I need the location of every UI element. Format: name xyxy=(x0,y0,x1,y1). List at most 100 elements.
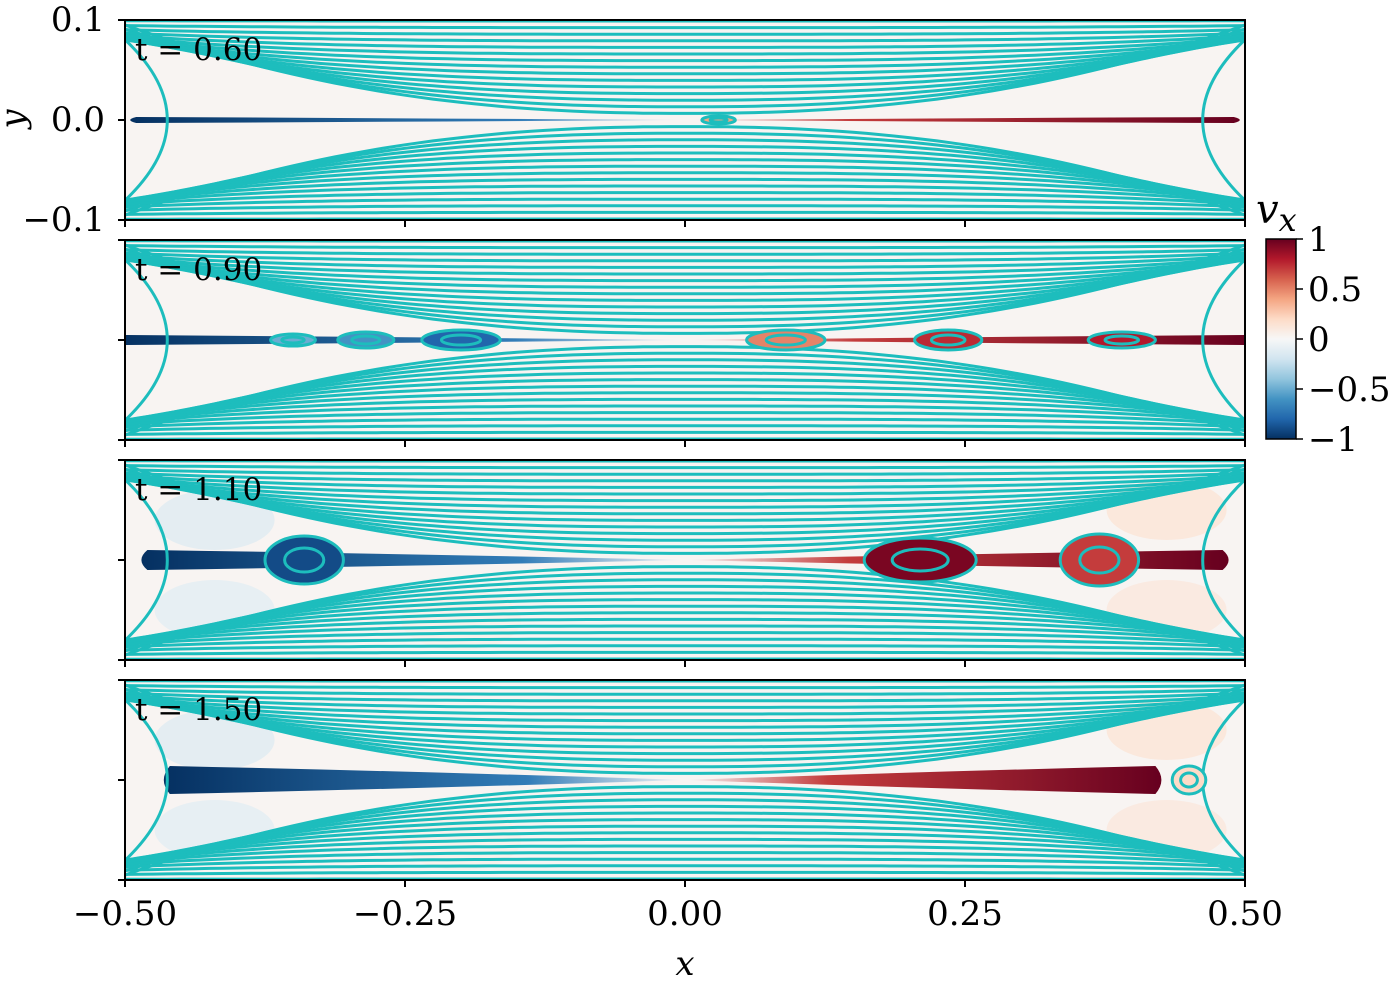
field-line xyxy=(125,464,1245,470)
field-line xyxy=(125,688,1245,696)
panel-time-label: t = 0.60 xyxy=(135,32,262,68)
field-line xyxy=(125,837,1245,863)
field-line xyxy=(125,210,1245,216)
plasmoid-contour xyxy=(263,534,345,586)
field-line xyxy=(125,417,1245,429)
field-line xyxy=(125,617,1245,643)
field-line xyxy=(125,650,1245,656)
field-line xyxy=(125,244,1245,250)
field-line xyxy=(125,604,1245,642)
plasmoid-fill xyxy=(1088,332,1156,348)
field-line xyxy=(125,144,1245,206)
field-line xyxy=(125,258,1245,289)
field-line xyxy=(125,404,1245,424)
field-line xyxy=(125,624,1245,644)
y-tick-label: 0.0 xyxy=(51,100,105,140)
plasmoid-fill xyxy=(1060,534,1139,586)
field-line xyxy=(125,184,1245,204)
panel-time-label: t = 1.10 xyxy=(135,472,262,508)
field-line xyxy=(125,38,1245,69)
x-tick-label: −0.50 xyxy=(73,894,177,934)
field-line xyxy=(125,191,1245,206)
field-line xyxy=(125,824,1245,862)
plasmoid-contour xyxy=(1086,330,1157,350)
field-line xyxy=(125,31,1245,102)
plasmoid-contour xyxy=(420,328,502,352)
outflow-jet-left xyxy=(125,335,685,345)
field-line xyxy=(125,371,1245,424)
field-line xyxy=(125,864,1245,872)
field-line xyxy=(125,857,1245,869)
field-line xyxy=(125,131,1245,213)
field-line xyxy=(125,474,1245,489)
panel-time-label: t = 1.50 xyxy=(135,692,262,728)
plasmoid-fill xyxy=(914,330,982,350)
x-tick-label: 0.25 xyxy=(927,894,1003,934)
y-axis-label: y xyxy=(0,109,33,131)
plasmoid-fill xyxy=(265,536,344,584)
y-tick-label: 0.1 xyxy=(51,0,105,40)
plasmoid-core-contour xyxy=(350,334,382,346)
field-line xyxy=(125,36,1245,89)
field-line xyxy=(125,870,1245,876)
plasmoid-contour xyxy=(336,330,396,350)
field-line xyxy=(125,37,169,203)
field-line xyxy=(125,478,1245,509)
x-tick-labels: −0.50 −0.25 0.00 0.25 0.50 xyxy=(73,894,1283,934)
plasmoid-contour xyxy=(862,536,978,584)
field-line xyxy=(125,698,1245,729)
field-line xyxy=(125,251,1245,322)
field-line xyxy=(125,38,1245,76)
plasmoid-contour xyxy=(1058,532,1141,588)
panel-4: t = 1.50 xyxy=(118,679,1246,887)
plasmoid-core-contour xyxy=(764,333,807,347)
x-tick-label: −0.25 xyxy=(353,894,457,934)
field-line xyxy=(125,844,1245,864)
field-line xyxy=(125,584,1245,646)
field-line xyxy=(125,696,1245,716)
field-line xyxy=(125,571,1245,653)
plasmoid-core-contour xyxy=(929,333,967,347)
field-line xyxy=(125,687,1245,769)
field-line xyxy=(125,257,1245,283)
colorbar-tick-label: 0 xyxy=(1308,320,1330,360)
plasmoid-core-contour xyxy=(890,547,950,573)
field-line xyxy=(125,27,1245,109)
outflow-jet-left xyxy=(130,117,685,123)
field-line xyxy=(125,468,1245,476)
field-line xyxy=(125,254,1245,316)
field-line xyxy=(125,31,1245,43)
field-line xyxy=(125,471,1245,483)
field-line xyxy=(125,644,1245,652)
plasmoid-contour xyxy=(913,328,984,352)
field-line xyxy=(125,611,1245,642)
panel-2: t = 0.90 xyxy=(118,239,1246,447)
field-line xyxy=(125,36,1245,56)
outflow-jet-right xyxy=(685,766,1162,794)
field-line xyxy=(125,171,1245,202)
y-tick-label: −0.1 xyxy=(22,200,105,240)
field-line xyxy=(125,696,1245,749)
field-line xyxy=(125,391,1245,422)
flow-patch xyxy=(154,490,275,550)
field-line xyxy=(125,424,1245,432)
field-line xyxy=(125,177,1245,203)
panels-group: t = 0.60 t = 0.90 t = 1.10 t = 1.50 xyxy=(118,19,1246,887)
field-line xyxy=(125,804,1245,866)
colorbar-title-main: v xyxy=(1256,187,1279,233)
field-line xyxy=(125,471,1245,542)
field-line xyxy=(125,811,1245,864)
field-line xyxy=(125,851,1245,866)
field-line xyxy=(125,151,1245,204)
field-line xyxy=(125,637,1245,649)
plasmoid-fill xyxy=(1172,766,1206,794)
colorbar-tick-label: 0.5 xyxy=(1308,270,1362,310)
colorbar-gradient xyxy=(1265,238,1297,440)
field-line xyxy=(125,257,169,423)
field-line xyxy=(125,697,1245,742)
field-line xyxy=(125,691,1245,762)
field-line xyxy=(125,430,1245,436)
field-line xyxy=(125,476,1245,496)
panel-1: t = 0.60 xyxy=(118,19,1246,227)
